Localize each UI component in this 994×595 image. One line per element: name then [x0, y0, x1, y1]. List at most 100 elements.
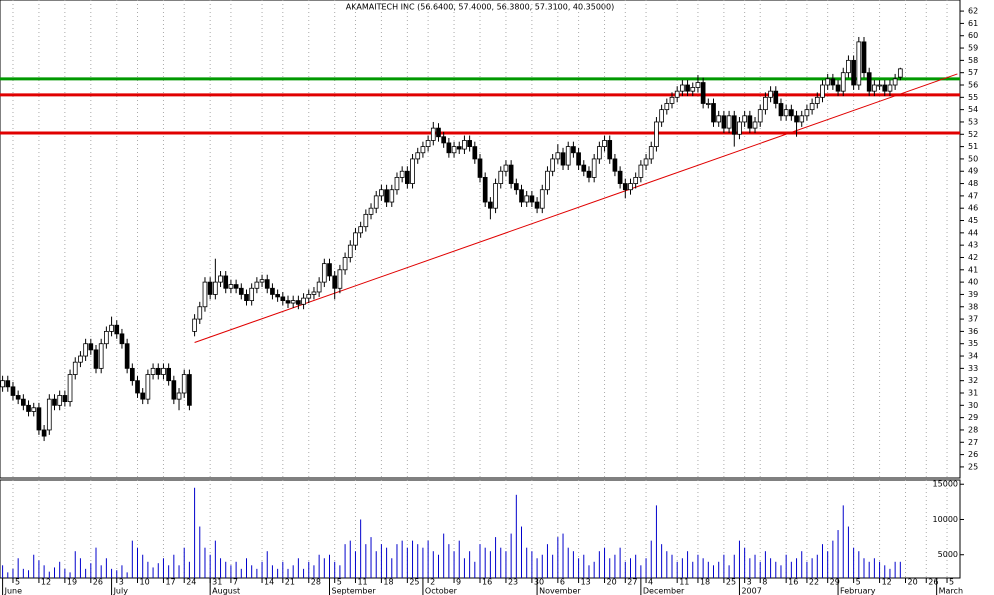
- candle-body: [135, 380, 140, 394]
- candle-body: [347, 244, 353, 258]
- candle-body: [264, 279, 270, 289]
- candle-body: [379, 189, 384, 197]
- candle-body: [508, 164, 514, 184]
- chart-title: AKAMAITECH INC (56.6400, 57.4000, 56.380…: [346, 3, 614, 12]
- candle-body: [685, 84, 690, 92]
- candle-body: [669, 96, 675, 104]
- candle-body: [316, 281, 322, 293]
- month-label: 2007: [741, 587, 761, 595]
- candle-body: [0, 380, 5, 388]
- x-tick-label: 2: [430, 578, 435, 587]
- candle-body: [218, 275, 223, 283]
- candle-body: [166, 367, 171, 382]
- x-tick-label: 6: [560, 578, 565, 587]
- x-tick-label: 20: [607, 578, 617, 587]
- candle-body: [612, 158, 618, 172]
- candle-body: [238, 287, 244, 295]
- candle-body: [332, 275, 338, 289]
- candle-body: [747, 115, 753, 129]
- y-tick-label: 35: [968, 339, 978, 348]
- candle-body: [88, 343, 94, 351]
- candle-body: [441, 136, 447, 144]
- candle-body: [15, 395, 21, 400]
- candle-body: [10, 386, 16, 396]
- candle-body: [664, 103, 670, 111]
- x-tick-label: 11: [679, 578, 689, 587]
- candle-body: [368, 207, 374, 215]
- x-tick-label: 19: [67, 578, 77, 587]
- y-tick-label: 30: [968, 401, 978, 410]
- candle-body: [36, 407, 42, 431]
- x-tick-label: 5: [337, 578, 342, 587]
- candle-body: [700, 82, 706, 104]
- candle-body: [254, 281, 260, 289]
- candle-body: [565, 146, 571, 166]
- candle-body: [176, 392, 182, 400]
- y-tick-label: 49: [968, 167, 978, 176]
- candle-body: [462, 140, 467, 150]
- candle-body: [519, 189, 524, 203]
- candle-body: [119, 333, 125, 345]
- candle-body: [897, 68, 903, 78]
- candle-body: [275, 294, 280, 298]
- candle-body: [534, 201, 540, 209]
- candle-body: [726, 115, 732, 129]
- y-tick-label: 47: [968, 191, 978, 200]
- month-label: June: [4, 587, 23, 595]
- x-tick-label: 31: [212, 578, 222, 587]
- y-tick-label: 26: [968, 450, 978, 459]
- candle-body: [410, 158, 415, 184]
- candle-body: [571, 146, 576, 154]
- candle-body: [493, 183, 498, 209]
- candle-body: [835, 84, 841, 92]
- candle-body: [586, 170, 592, 178]
- candle-body: [21, 398, 26, 406]
- candle-body: [327, 263, 332, 277]
- candle-body: [488, 201, 493, 209]
- candle-body: [789, 109, 794, 117]
- month-label: February: [840, 587, 876, 595]
- candle-body: [856, 41, 862, 86]
- candle-body: [31, 407, 37, 412]
- y-tick-label: 31: [968, 388, 978, 397]
- candle-body: [773, 90, 779, 104]
- candle-body: [752, 121, 758, 129]
- candle-body: [617, 170, 623, 184]
- candle-body: [456, 146, 462, 150]
- x-tick-label: 29: [830, 578, 840, 587]
- candle-body: [78, 355, 83, 363]
- y-tick-label: 32: [968, 376, 978, 385]
- candle-body: [581, 164, 587, 172]
- candle-body: [467, 140, 472, 148]
- x-tick-label: 4: [648, 578, 653, 587]
- candle-body: [576, 152, 581, 166]
- x-tick-label: 16: [788, 578, 798, 587]
- candle-body: [202, 281, 208, 308]
- candle-body: [197, 306, 203, 320]
- candle-body: [290, 300, 296, 304]
- candle-body: [820, 84, 825, 98]
- candle-body: [62, 395, 68, 403]
- candle-body: [591, 158, 597, 178]
- candle-body: [306, 294, 312, 299]
- x-tick-label: 27: [627, 578, 637, 587]
- candle-body: [877, 84, 882, 87]
- candle-body: [892, 78, 898, 86]
- candle-body: [181, 374, 187, 394]
- x-tick-label: 3: [119, 578, 124, 587]
- volume-tick-label: 5000: [938, 550, 958, 559]
- candle-body: [155, 367, 161, 375]
- candle-body: [83, 343, 88, 357]
- y-tick-label: 28: [968, 425, 978, 434]
- y-tick-label: 51: [968, 142, 978, 151]
- candle-body: [104, 330, 109, 345]
- candle-body: [129, 367, 135, 382]
- candle-body: [825, 78, 831, 86]
- candle-body: [358, 226, 363, 234]
- candle-body: [249, 287, 255, 301]
- y-tick-label: 25: [968, 462, 978, 471]
- candle-body: [57, 395, 63, 406]
- candle-body: [140, 392, 146, 400]
- candle-body: [814, 96, 820, 104]
